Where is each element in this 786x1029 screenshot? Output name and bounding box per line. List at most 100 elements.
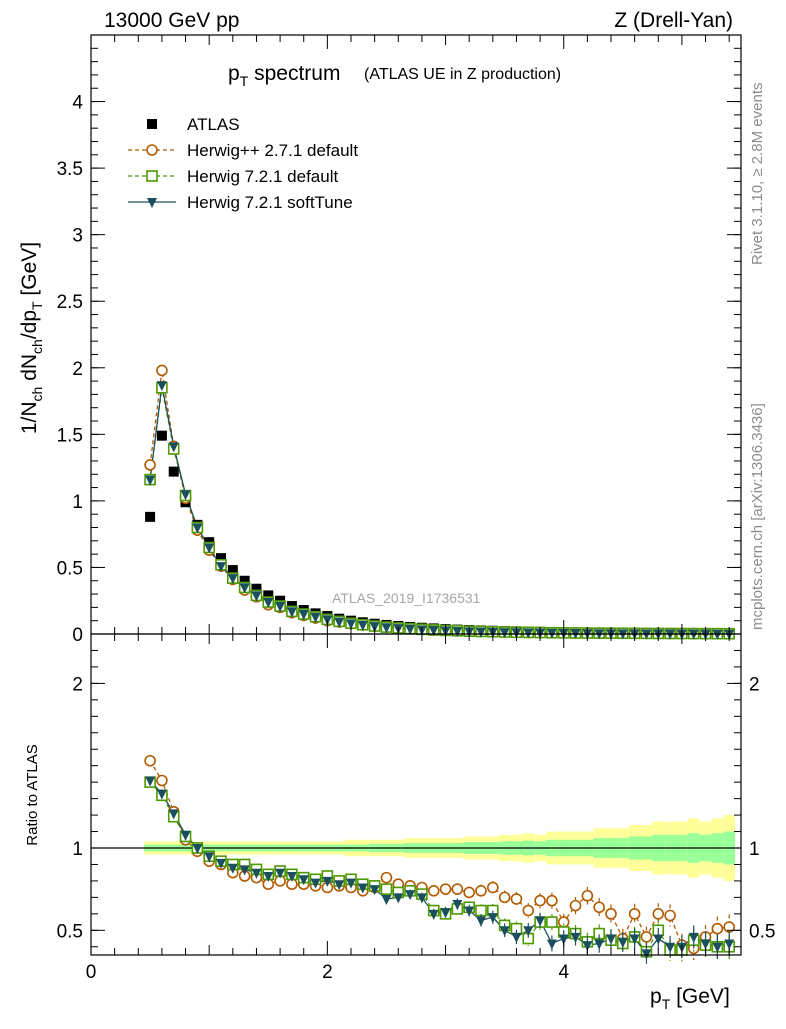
main-point-s3 [275, 602, 286, 613]
main-point-s3 [712, 629, 723, 640]
main-y-tick-label: 0.5 [57, 558, 83, 579]
main-point-s3 [381, 623, 392, 634]
ratio-point-s2 [700, 939, 711, 950]
ratio-point-s2 [180, 830, 191, 841]
ratio-point-s2 [653, 934, 664, 945]
main-y-label: 1/Nch dNch/dpT [GeV] [18, 242, 45, 434]
ratio-y-label: Ratio to ATLAS [24, 744, 41, 845]
ratio-point-s2 [688, 932, 699, 943]
ratio-point-s2 [298, 875, 309, 886]
ratio-point-s2 [216, 858, 226, 869]
ratio-point-s2 [665, 942, 676, 953]
ratio-y-tick-label-right: 2 [749, 674, 760, 695]
ratio-point-s1 [475, 904, 487, 917]
ratio-point-s2 [606, 934, 616, 945]
ratio-point-s2 [357, 883, 368, 894]
ratio-point-s0 [498, 891, 511, 904]
legend-marker-3 [147, 198, 157, 208]
main-point-s3 [357, 620, 368, 631]
ratio-point-s0 [652, 908, 665, 920]
ratio-point-s0 [711, 922, 724, 935]
ratio-point-s2 [227, 863, 238, 874]
ratio-plot-frame [90, 633, 742, 956]
ratio-point-s2 [570, 932, 581, 943]
ratio-point-s2 [546, 939, 557, 950]
ratio-point-s2 [594, 939, 605, 950]
ratio-point-s2 [192, 844, 203, 854]
main-point-s3 [204, 543, 215, 554]
ratio-point-s2 [263, 871, 274, 882]
ratio-point-s2 [558, 934, 569, 945]
ratio-point-s2 [346, 878, 356, 889]
ratio-point-s2 [416, 893, 427, 904]
main-point-s3 [428, 626, 439, 637]
ratio-point-s0 [487, 881, 499, 894]
ratio-point-s0 [144, 754, 156, 767]
legend-label-3: Herwig 7.2.1 softTune [187, 193, 353, 212]
main-point-s3 [334, 617, 345, 628]
ratio-point-s0 [569, 899, 582, 912]
ratio-y-tick-label: 1 [72, 839, 83, 860]
ratio-point-s2 [617, 937, 628, 948]
ratio-point-s2 [334, 880, 345, 891]
ratio-point-s2 [641, 949, 652, 960]
ratio-y-tick-label: 0.5 [57, 921, 83, 942]
main-point-s3 [499, 628, 510, 639]
legend-marker-0 [147, 119, 157, 129]
main-point-s3 [310, 612, 321, 623]
ratio-point-s2 [405, 890, 416, 901]
main-point-s3 [298, 610, 309, 621]
header-right: Z (Drell-Yan) [614, 9, 733, 32]
ratio-point-s2 [499, 926, 510, 937]
main-point-s1 [156, 364, 168, 377]
main-point-s3 [263, 598, 274, 609]
main-point-s3 [156, 381, 167, 392]
main-y-tick-label: 1.5 [57, 425, 83, 446]
main-point-s0 [168, 466, 179, 477]
main-point-s3 [688, 629, 699, 640]
ratio-point-s2 [523, 926, 534, 937]
ratio-point-s0 [593, 901, 605, 914]
main-point-s0 [156, 430, 167, 441]
ratio-point-s2 [464, 906, 475, 917]
ratio-point-s2 [440, 908, 451, 919]
ratio-point-s2 [712, 942, 723, 953]
legend: ATLAS Herwig++ 2.7.1 default Herwig 7.2.1 … [128, 115, 358, 212]
x-axis-label: pT [GeV] [650, 985, 730, 1012]
plot-title-subscript: T [240, 73, 249, 89]
ratio-point-s2 [322, 876, 333, 887]
ratio-point-s1 [380, 883, 393, 895]
legend-label-1: Herwig++ 2.7.1 default [187, 141, 358, 160]
main-point-s3 [180, 490, 191, 501]
main-point-s1 [144, 459, 156, 471]
main-point-s3 [346, 619, 356, 630]
ratio-point-s0 [451, 883, 464, 895]
ratio-point-s0 [546, 894, 558, 907]
main-point-s3 [192, 523, 203, 534]
plot-title-note: (ATLAS UE in Z production) [364, 66, 561, 83]
ratio-x-tick-label: 2 [322, 962, 333, 983]
ratio-point-s2 [452, 899, 463, 910]
ratio-point-s0 [439, 883, 452, 895]
ratio-point-s2 [535, 916, 546, 927]
ratio-x-tick-label: 4 [558, 962, 569, 983]
main-point-s0 [227, 565, 238, 576]
legend-marker-2 [146, 170, 158, 182]
plot-title-rest: spectrum [248, 62, 340, 85]
main-point-s3 [452, 626, 463, 637]
ratio-point-s2 [582, 941, 593, 952]
ratio-point-s2 [286, 871, 297, 882]
ratio-point-s2 [629, 934, 640, 945]
main-point-s3 [286, 607, 297, 618]
ratio-point-s2 [156, 789, 167, 800]
ratio-point-s0 [463, 886, 475, 899]
main-y-tick-label: 2.5 [57, 292, 83, 313]
mcplots-label: mcplots.cern.ch [arXiv:1306.3436] [749, 403, 766, 630]
main-point-s3 [239, 583, 250, 594]
ratio-point-s2 [511, 932, 522, 943]
ratio-point-s2 [476, 916, 486, 927]
analysis-label: ATLAS_2019_I1736531 [332, 590, 481, 606]
legend-label-2: Herwig 7.2.1 default [187, 167, 338, 186]
main-y-tick-label: 0 [72, 625, 83, 646]
